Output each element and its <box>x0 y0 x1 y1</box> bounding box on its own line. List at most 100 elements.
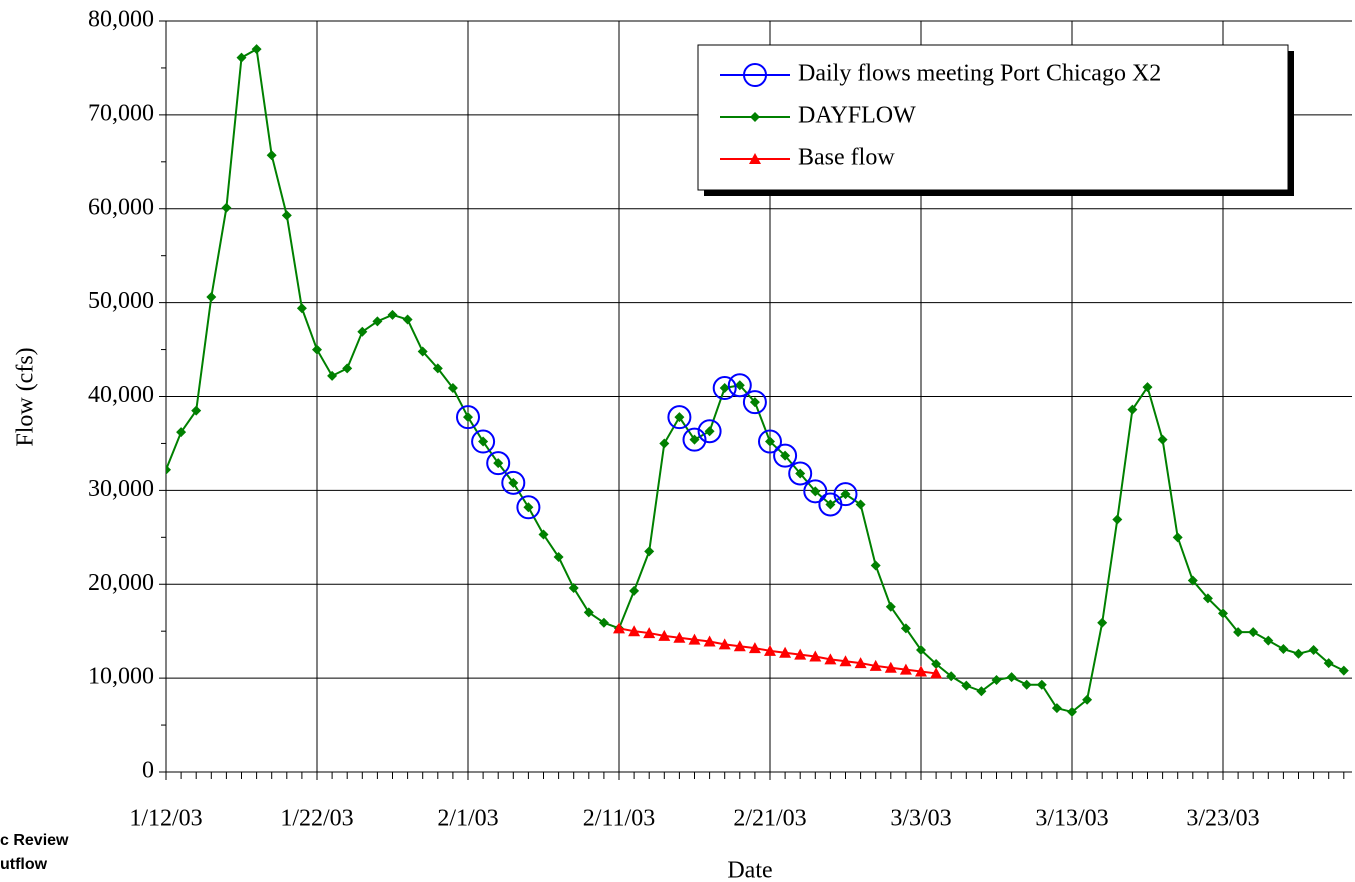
marker <box>916 644 926 655</box>
marker <box>166 464 171 475</box>
x-tick-label: 1/22/03 <box>280 806 353 832</box>
marker <box>643 627 656 639</box>
marker <box>719 383 730 394</box>
marker <box>704 426 715 437</box>
marker <box>628 625 641 637</box>
marker <box>833 482 858 507</box>
marker <box>312 344 322 355</box>
marker <box>372 316 383 327</box>
marker <box>1187 575 1198 586</box>
marker <box>718 638 731 650</box>
marker <box>750 112 760 122</box>
marker <box>1157 434 1168 445</box>
marker <box>869 659 882 671</box>
y-tick-label: 80,000 <box>88 7 154 33</box>
marker <box>613 622 625 634</box>
marker <box>946 671 957 682</box>
marker <box>780 450 791 461</box>
marker <box>931 659 942 670</box>
marker <box>417 346 428 357</box>
marker <box>1278 644 1289 655</box>
marker <box>1248 627 1259 638</box>
marker <box>508 477 519 488</box>
marker <box>727 373 752 398</box>
marker <box>870 560 881 571</box>
marker <box>976 686 987 697</box>
y-axis-title: Flow (cfs) <box>13 347 39 446</box>
marker <box>749 397 760 408</box>
marker <box>748 642 761 654</box>
marker <box>1021 679 1032 690</box>
marker <box>501 470 526 495</box>
marker <box>673 631 686 643</box>
marker <box>809 650 822 662</box>
marker <box>854 657 867 669</box>
marker <box>749 153 761 164</box>
x-tick-label: 1/12/03 <box>129 806 202 832</box>
marker <box>432 363 443 374</box>
marker <box>788 461 813 486</box>
x-tick-label: 3/13/03 <box>1035 806 1108 832</box>
legend <box>697 44 1289 191</box>
x-tick-label: 3/23/03 <box>1186 806 1259 832</box>
legend-label: Daily flows meeting Port Chicago X2 <box>798 61 1161 87</box>
marker <box>855 499 866 510</box>
marker <box>281 210 292 221</box>
marker <box>743 63 767 87</box>
y-tick-label: 20,000 <box>88 570 154 596</box>
marker <box>1218 608 1228 619</box>
marker <box>703 635 716 647</box>
marker <box>697 419 722 444</box>
marker <box>765 436 775 447</box>
marker <box>644 546 655 557</box>
x-tick-label: 2/21/03 <box>733 806 806 832</box>
series <box>613 622 943 679</box>
marker <box>236 52 247 63</box>
x-tick-label: 2/11/03 <box>583 806 655 832</box>
y-tick-label: 10,000 <box>88 664 154 690</box>
marker <box>221 202 232 213</box>
marker <box>1323 658 1334 669</box>
y-tick-label: 60,000 <box>88 194 154 220</box>
y-tick-label: 50,000 <box>88 288 154 314</box>
marker <box>764 644 776 656</box>
marker <box>342 363 353 374</box>
marker <box>795 468 806 479</box>
marker <box>659 438 670 449</box>
marker <box>794 648 807 660</box>
marker <box>598 617 609 628</box>
y-tick-label: 70,000 <box>88 100 154 126</box>
marker <box>493 458 504 469</box>
marker <box>538 529 549 540</box>
marker <box>991 675 1002 686</box>
marker <box>471 429 496 454</box>
x-tick-label: 3/3/03 <box>890 806 951 832</box>
marker <box>688 633 701 645</box>
marker <box>266 150 277 161</box>
marker <box>900 623 911 634</box>
y-tick-label: 30,000 <box>88 476 154 502</box>
marker <box>486 451 511 476</box>
marker <box>516 495 541 520</box>
marker <box>674 412 685 423</box>
marker <box>658 629 671 641</box>
marker <box>176 427 187 438</box>
marker <box>553 552 564 563</box>
marker <box>825 499 836 510</box>
marker <box>387 309 398 320</box>
marker <box>1082 694 1093 705</box>
marker <box>1233 627 1244 638</box>
marker <box>839 655 852 667</box>
marker <box>712 376 737 401</box>
series <box>166 44 1349 717</box>
marker <box>803 479 828 504</box>
marker <box>733 640 746 652</box>
marker <box>1097 617 1108 628</box>
marker <box>629 585 640 596</box>
marker <box>1293 648 1304 659</box>
marker <box>327 370 338 381</box>
marker <box>773 443 798 468</box>
marker <box>824 653 837 665</box>
marker <box>1308 644 1319 655</box>
